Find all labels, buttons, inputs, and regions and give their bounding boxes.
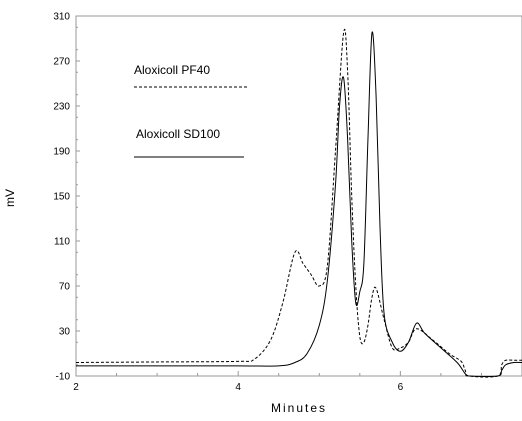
- y-tick-label: 30: [59, 327, 71, 338]
- y-tick-label: 110: [54, 237, 70, 248]
- series-layer: [75, 28, 522, 378]
- series-line-sd100: [76, 31, 522, 378]
- legend-label-sd100: Aloxicoll SD100: [136, 127, 220, 141]
- y-tick-label: 150: [53, 192, 70, 203]
- y-tick-label: 230: [53, 102, 70, 113]
- x-tick-label: 6: [398, 382, 404, 393]
- y-tick-label: -10: [56, 372, 71, 383]
- x-tick-label: 2: [73, 382, 79, 393]
- x-tick-label: 4: [235, 382, 241, 393]
- y-tick-label: 190: [53, 147, 70, 158]
- y-axis: -10 30 70 110 150 190 230 270 310: [53, 12, 80, 383]
- x-axis: 2 4 6: [73, 371, 482, 393]
- y-axis-title: mV: [3, 189, 17, 207]
- series-line-pf40: [75, 28, 522, 378]
- y-tick-label: 270: [53, 57, 70, 68]
- legend-label-pf40: Aloxicoll PF40: [134, 63, 210, 77]
- legend: Aloxicoll PF40 Aloxicoll SD100: [134, 63, 249, 158]
- x-axis-title: Minutes: [271, 401, 327, 415]
- y-tick-label: 310: [53, 12, 70, 23]
- y-tick-label: 70: [59, 282, 71, 293]
